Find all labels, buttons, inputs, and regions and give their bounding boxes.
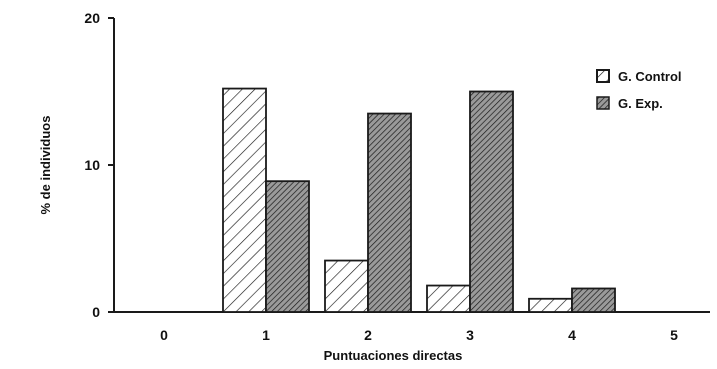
bar-control-1 (222, 87, 267, 313)
x-ticks: 0 1 2 3 4 5 (160, 327, 678, 343)
y-ticks: 0 10 20 (84, 10, 114, 320)
bar-exp-3 (469, 90, 514, 313)
x-tick-label: 0 (160, 327, 168, 343)
x-axis-title: Puntuaciones directas (324, 348, 463, 363)
legend-label-exp: G. Exp. (618, 96, 663, 111)
x-tick-label: 2 (364, 327, 372, 343)
bar-exp-1 (265, 180, 310, 313)
bars (222, 87, 616, 313)
x-tick-label: 3 (466, 327, 474, 343)
y-axis-title: % de individuos (38, 116, 53, 215)
legend-swatch-exp (596, 96, 610, 110)
bar-exp-2 (367, 112, 412, 313)
legend: G. Control G. Exp. (596, 69, 682, 111)
y-tick-label: 10 (84, 157, 100, 173)
legend-swatch-control (596, 69, 610, 83)
bar-control-4 (528, 297, 573, 313)
x-tick-label: 5 (670, 327, 678, 343)
y-tick-label: 0 (92, 304, 100, 320)
bar-exp-4 (571, 287, 616, 313)
x-tick-label: 1 (262, 327, 270, 343)
legend-label-control: G. Control (618, 69, 682, 84)
bar-control-3 (426, 284, 471, 313)
y-tick-label: 20 (84, 10, 100, 26)
x-tick-label: 4 (568, 327, 576, 343)
bar-control-2 (324, 259, 369, 313)
